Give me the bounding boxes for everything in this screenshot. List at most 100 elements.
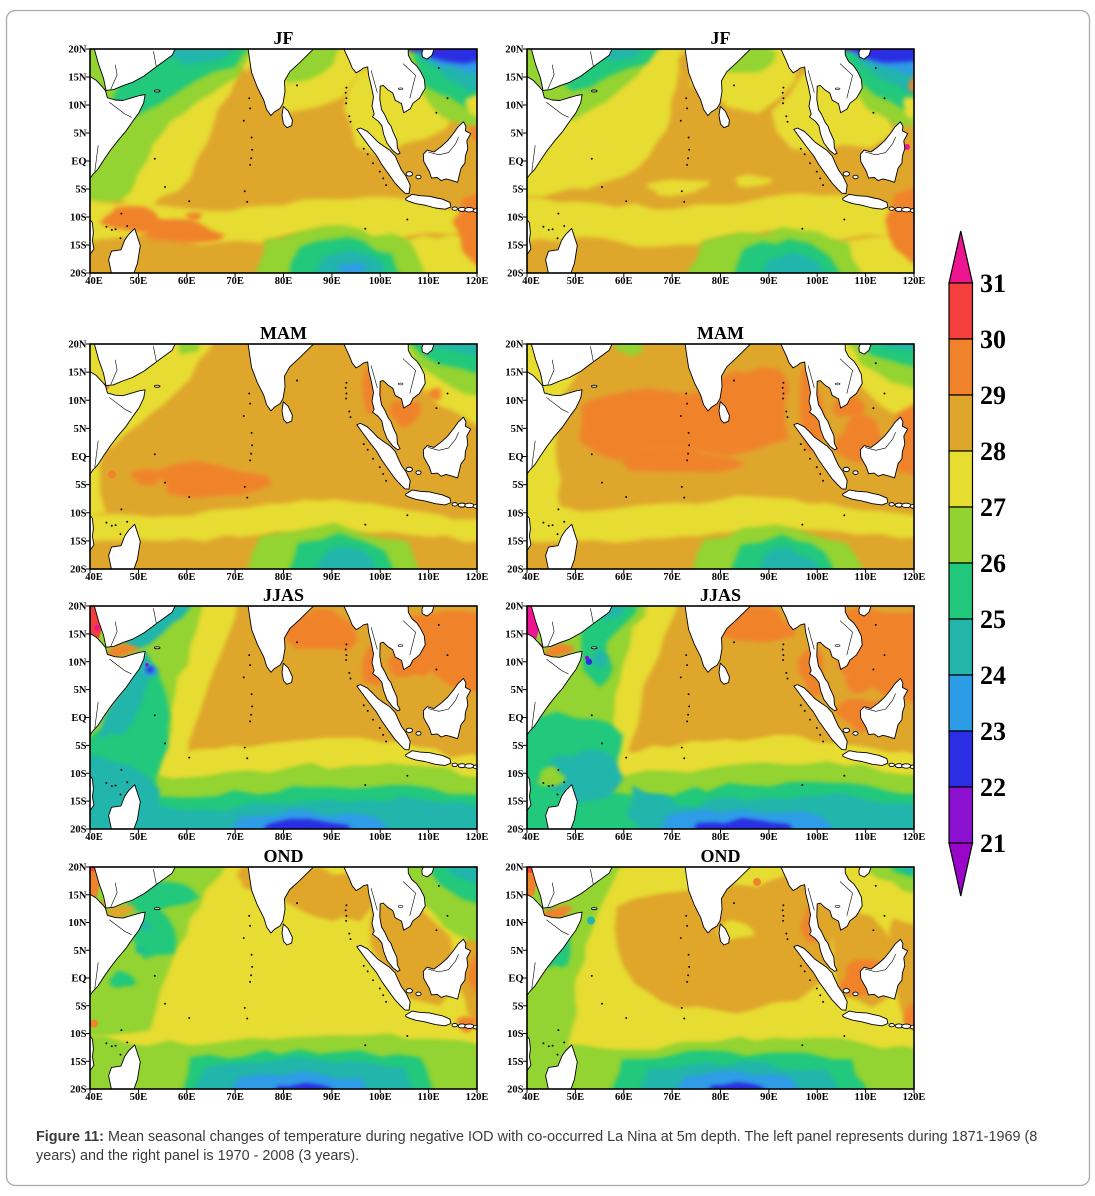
svg-text:10N: 10N [68, 101, 87, 112]
svg-text:100E: 100E [369, 276, 392, 287]
svg-text:10S: 10S [507, 1029, 524, 1040]
svg-text:80E: 80E [275, 1092, 293, 1103]
svg-text:50E: 50E [567, 832, 585, 843]
svg-text:20N: 20N [505, 602, 524, 613]
svg-text:110E: 110E [855, 832, 877, 843]
svg-text:23: 23 [980, 717, 1006, 746]
svg-text:15S: 15S [507, 797, 524, 808]
svg-text:20N: 20N [68, 45, 87, 56]
svg-text:5S: 5S [512, 480, 523, 491]
svg-text:40E: 40E [522, 832, 540, 843]
svg-text:5S: 5S [75, 1001, 86, 1012]
svg-text:90E: 90E [760, 572, 778, 583]
svg-text:20N: 20N [68, 340, 87, 351]
svg-text:30: 30 [980, 325, 1006, 354]
svg-text:20S: 20S [507, 269, 524, 280]
svg-text:60E: 60E [178, 276, 196, 287]
svg-text:27: 27 [980, 493, 1006, 522]
svg-text:20S: 20S [507, 1085, 524, 1096]
svg-text:15S: 15S [70, 1057, 87, 1068]
svg-text:80E: 80E [712, 832, 730, 843]
svg-text:50E: 50E [567, 276, 585, 287]
svg-text:10N: 10N [505, 396, 524, 407]
svg-text:OND: OND [264, 846, 304, 866]
svg-text:EQ: EQ [508, 157, 523, 168]
svg-text:EQ: EQ [508, 452, 523, 463]
svg-text:110E: 110E [855, 1092, 877, 1103]
svg-text:70E: 70E [226, 572, 244, 583]
svg-text:70E: 70E [226, 276, 244, 287]
svg-text:JF: JF [274, 28, 294, 48]
svg-text:20N: 20N [505, 45, 524, 56]
svg-text:5S: 5S [512, 185, 523, 196]
svg-text:10N: 10N [505, 657, 524, 668]
svg-text:10S: 10S [70, 1029, 87, 1040]
svg-text:15S: 15S [507, 537, 524, 548]
svg-text:40E: 40E [85, 572, 103, 583]
svg-text:20S: 20S [70, 1085, 87, 1096]
svg-text:90E: 90E [760, 832, 778, 843]
svg-text:120E: 120E [903, 832, 926, 843]
svg-text:60E: 60E [615, 572, 633, 583]
svg-text:MAM: MAM [697, 323, 744, 343]
svg-text:80E: 80E [712, 1092, 730, 1103]
svg-text:JJAS: JJAS [700, 585, 741, 605]
svg-text:70E: 70E [663, 276, 681, 287]
svg-text:40E: 40E [85, 1092, 103, 1103]
svg-text:50E: 50E [130, 276, 148, 287]
svg-text:60E: 60E [615, 276, 633, 287]
svg-text:20S: 20S [70, 565, 87, 576]
svg-text:24: 24 [980, 661, 1006, 690]
svg-text:10N: 10N [68, 918, 87, 929]
svg-text:15N: 15N [68, 73, 87, 84]
svg-text:15S: 15S [507, 1057, 524, 1068]
svg-text:20N: 20N [505, 340, 524, 351]
svg-text:20S: 20S [70, 269, 87, 280]
svg-text:20N: 20N [68, 863, 87, 874]
svg-text:80E: 80E [712, 276, 730, 287]
svg-text:100E: 100E [806, 832, 829, 843]
svg-text:110E: 110E [418, 572, 440, 583]
svg-text:15N: 15N [68, 890, 87, 901]
svg-text:20S: 20S [507, 825, 524, 836]
svg-text:10N: 10N [505, 918, 524, 929]
svg-text:5N: 5N [511, 424, 524, 435]
svg-text:Figure 11: Mean seasonal chang: Figure 11: Mean seasonal changes of temp… [36, 1129, 1037, 1145]
svg-text:80E: 80E [275, 572, 293, 583]
svg-text:JF: JF [711, 28, 731, 48]
svg-text:70E: 70E [663, 832, 681, 843]
svg-text:EQ: EQ [71, 974, 86, 985]
svg-text:5S: 5S [512, 1001, 523, 1012]
svg-text:90E: 90E [323, 276, 341, 287]
svg-text:5S: 5S [75, 185, 86, 196]
svg-text:22: 22 [980, 773, 1006, 802]
svg-text:15S: 15S [507, 241, 524, 252]
svg-text:120E: 120E [903, 572, 926, 583]
svg-text:25: 25 [980, 605, 1006, 634]
svg-text:15S: 15S [70, 537, 87, 548]
svg-text:40E: 40E [522, 276, 540, 287]
svg-text:120E: 120E [903, 1092, 926, 1103]
svg-text:5S: 5S [75, 741, 86, 752]
svg-text:10N: 10N [68, 657, 87, 668]
svg-text:40E: 40E [522, 1092, 540, 1103]
svg-text:90E: 90E [760, 276, 778, 287]
svg-text:15S: 15S [70, 797, 87, 808]
svg-text:100E: 100E [806, 1092, 829, 1103]
svg-text:EQ: EQ [508, 713, 523, 724]
svg-text:5N: 5N [74, 946, 87, 957]
svg-text:EQ: EQ [71, 157, 86, 168]
svg-text:OND: OND [701, 846, 741, 866]
svg-text:120E: 120E [466, 1092, 489, 1103]
svg-text:60E: 60E [178, 1092, 196, 1103]
svg-text:10S: 10S [507, 213, 524, 224]
svg-text:60E: 60E [178, 832, 196, 843]
svg-text:50E: 50E [567, 1092, 585, 1103]
svg-text:15N: 15N [68, 368, 87, 379]
svg-text:years) and the right panel is: years) and the right panel is 1970 - 200… [36, 1148, 359, 1164]
svg-text:100E: 100E [369, 832, 392, 843]
svg-text:110E: 110E [418, 1092, 440, 1103]
svg-text:5N: 5N [511, 946, 524, 957]
svg-text:60E: 60E [178, 572, 196, 583]
svg-text:120E: 120E [466, 572, 489, 583]
